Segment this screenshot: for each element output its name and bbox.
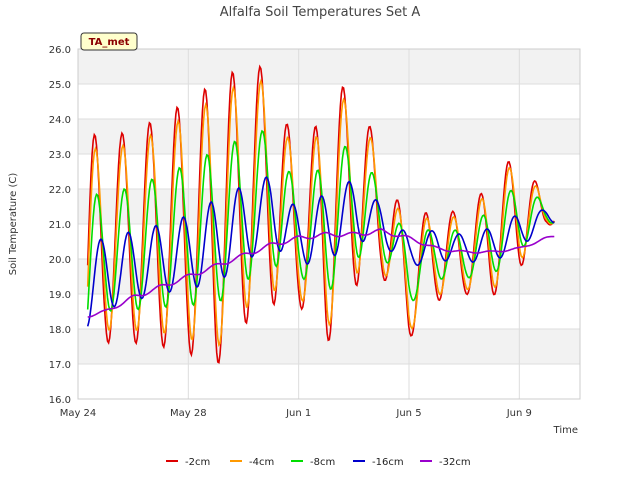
grid-band [78, 49, 580, 84]
chart-title: Alfalfa Soil Temperatures Set A [220, 5, 421, 20]
y-axis-ticks: 16.0 17.0 18.0 19.0 20.0 21.0 22.0 23.0 24.0 25.0… [49, 45, 71, 406]
x-tick-label: Jun 9 [506, 408, 532, 419]
series-line-16cm [86, 175, 555, 327]
y-tick-label: 20.0 [49, 255, 71, 266]
legend-label: -8cm [310, 457, 335, 468]
y-tick-label: 25.0 [49, 80, 71, 91]
tag-label: TA_met [80, 32, 138, 51]
x-tick-label: Jun 5 [395, 408, 421, 419]
legend-label: -16cm [372, 457, 404, 468]
grid-band [78, 329, 580, 364]
series-line-32cm [87, 228, 555, 318]
y-tick-label: 16.0 [49, 395, 71, 406]
y-tick-label: 17.0 [49, 360, 71, 371]
grid-band [78, 119, 580, 154]
plot-frame [77, 48, 581, 400]
legend-label: -2cm [185, 457, 210, 468]
y-tick-label: 26.0 [49, 45, 71, 56]
y-tick-label: 18.0 [49, 325, 71, 336]
y-tick-label: 23.0 [49, 150, 71, 161]
y-tick-label: 21.0 [49, 220, 71, 231]
y-axis-label: Soil Temperature (C) [8, 173, 19, 276]
y-tick-label: 24.0 [49, 115, 71, 126]
x-tick-label: May 24 [60, 408, 97, 419]
x-axis-ticks: May 24 May 28 Jun 1 Jun 5 Jun 9 [60, 408, 532, 419]
series-line-8cm [86, 129, 555, 313]
x-tick-label: May 28 [170, 408, 207, 419]
legend-label: -4cm [249, 457, 274, 468]
legend: -2cm -4cm -8cm -16cm -32cm [166, 457, 471, 468]
legend-label: -32cm [439, 457, 471, 468]
y-tick-label: 19.0 [49, 290, 71, 301]
tag-text: TA_met [89, 37, 130, 48]
grid-band [78, 189, 580, 224]
x-axis-label: Time [553, 425, 578, 436]
x-tick-label: Jun 1 [285, 408, 311, 419]
y-tick-label: 22.0 [49, 185, 71, 196]
series-lines [86, 64, 555, 364]
